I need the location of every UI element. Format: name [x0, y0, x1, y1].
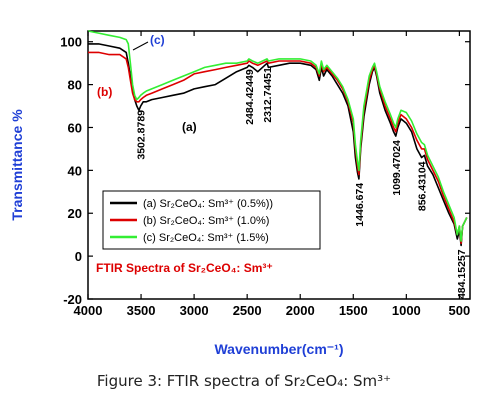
curve-label-c: (c) [150, 33, 165, 47]
y-tick-label: 80 [68, 78, 82, 93]
peak-annotation: 1446.674 [354, 183, 366, 227]
ftir-chart: 4000 3500 3000 2500 2000 1500 1000 500 -20 0 20 40 6… [9, 30, 471, 357]
x-tick-label: 1000 [392, 303, 421, 318]
curve-label-b: (b) [97, 85, 112, 99]
x-tick-label: 2500 [233, 303, 262, 318]
series-line-b [88, 51, 468, 245]
peak-annotation: 2484.42449 [244, 69, 256, 125]
legend-label-b: (b) Sr₂CeO₄: Sm³⁺ (1.0%) [143, 215, 269, 227]
series-line-a [88, 43, 468, 247]
x-tick-label: 3500 [127, 303, 156, 318]
plot-frame [87, 30, 471, 300]
legend-box [102, 190, 321, 250]
x-tick-label: 2000 [286, 303, 315, 318]
figure-caption: Figure 3: FTIR spectra of Sr₂CeO₄: Sm³⁺ [96, 372, 392, 390]
peak-annotation: 484.15257 [456, 249, 468, 299]
y-tick-label: 0 [75, 249, 82, 264]
series-line-c [87, 30, 468, 242]
y-tick-label: 100 [60, 35, 82, 50]
y-tick-label: 60 [68, 120, 82, 135]
y-tick-label: -20 [63, 292, 82, 307]
peak-annotation: 3502.8789 [136, 110, 148, 160]
legend-label-c: (c) Sr₂CeO₄: Sm³⁺ (1.5%) [143, 232, 269, 244]
x-tick-label: 4000 [74, 303, 103, 318]
x-axis-label: Wavenumber(cm⁻¹) [214, 341, 343, 357]
curve-label-a: (a) [182, 120, 197, 134]
peak-annotation: 856.43104 [417, 161, 429, 211]
y-tick-label: 40 [68, 163, 82, 178]
peak-annotation: 1099.47024 [391, 140, 403, 196]
y-axis-label: Transmittance % [9, 109, 25, 221]
chart-inner-title: FTIR Spectra of Sr₂CeO₄: Sm³⁺ [96, 261, 273, 275]
x-tick-label: 500 [449, 303, 471, 318]
peak-annotation: 2312.74451 [262, 67, 274, 123]
x-tick-label: 1500 [339, 303, 368, 318]
curve-pointer-c [132, 41, 149, 51]
x-tick-label: 3000 [180, 303, 209, 318]
legend-label-a: (a) Sr₂CeO₄: Sm³⁺ (0.5%)) [143, 198, 273, 210]
legend: (a) Sr₂CeO₄: Sm³⁺ (0.5%)) (b) Sr₂CeO₄: S… [102, 190, 321, 250]
y-tick-label: 20 [68, 206, 82, 221]
